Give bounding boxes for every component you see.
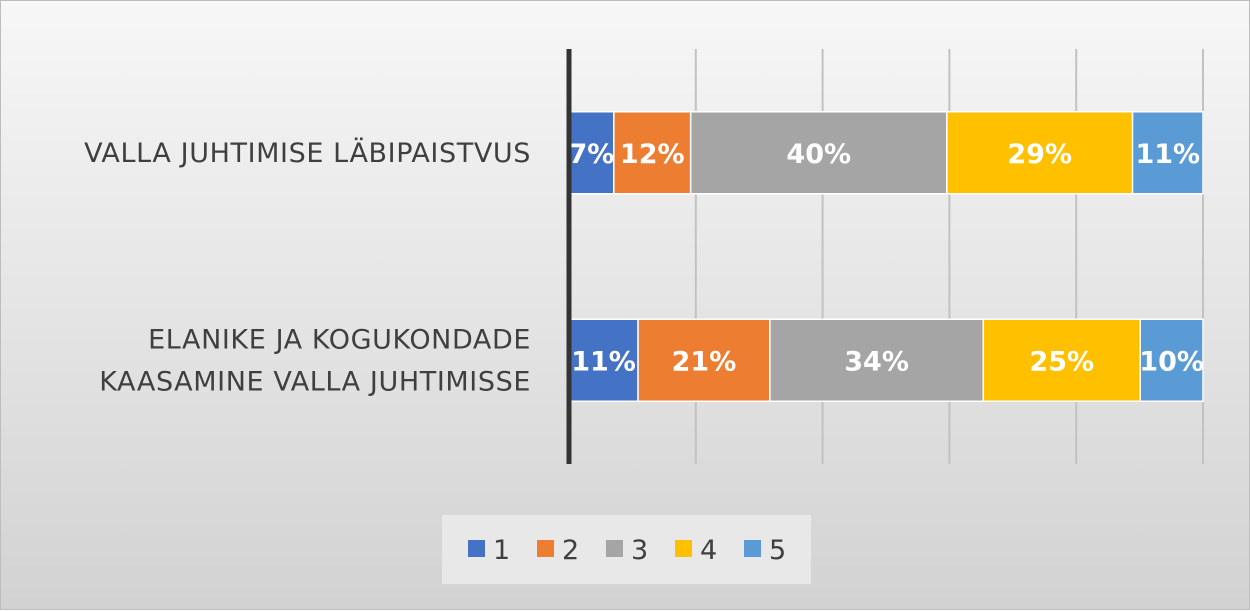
data-label: 11% <box>1135 139 1200 170</box>
bar-segment <box>689 111 948 195</box>
legend-label: 4 <box>700 535 717 566</box>
data-label: 40% <box>786 139 851 170</box>
data-label: 12% <box>620 139 685 170</box>
legend-swatch <box>744 540 761 557</box>
legend-label: 1 <box>493 535 510 566</box>
legend-label: 5 <box>769 535 786 566</box>
bar-segment <box>946 111 1134 195</box>
data-label: 10% <box>1139 346 1204 377</box>
legend-swatch <box>468 540 485 557</box>
data-label: 25% <box>1029 346 1094 377</box>
data-label: 11% <box>571 346 636 377</box>
bar-segment <box>1139 318 1204 402</box>
data-label: 7% <box>568 139 614 170</box>
bar-segment <box>982 318 1141 402</box>
data-label: 34% <box>844 346 909 377</box>
legend-swatch <box>606 540 623 557</box>
bar-segment <box>1131 111 1204 195</box>
category-label: VALLA JUHTIMISE LÄBIPAISTVUS <box>84 137 531 169</box>
category-label: ELANIKE JA KOGUKONDADE <box>148 324 531 355</box>
data-label: 21% <box>672 346 737 377</box>
bar-segment <box>637 318 771 402</box>
bar-segment <box>568 111 615 195</box>
category-label: KAASAMINE VALLA JUHTIMISSE <box>99 366 531 397</box>
legend-label: 3 <box>631 535 648 566</box>
data-label: 29% <box>1007 139 1072 170</box>
legend-label: 2 <box>562 535 579 566</box>
legend-swatch <box>537 540 554 557</box>
legend-swatch <box>675 540 692 557</box>
bar-segment <box>613 111 692 195</box>
